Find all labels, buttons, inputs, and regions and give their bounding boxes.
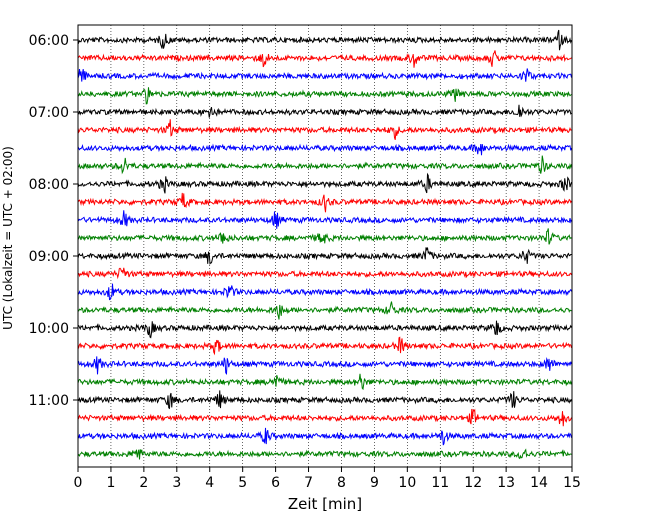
trace-1115 bbox=[77, 408, 572, 427]
x-tick-label: 6 bbox=[271, 475, 280, 491]
trace-0945 bbox=[77, 301, 572, 320]
x-tick-label: 8 bbox=[337, 475, 346, 491]
y-tick-label: 08:00 bbox=[29, 177, 69, 193]
trace-0730 bbox=[77, 143, 572, 156]
trace-1130 bbox=[77, 427, 572, 446]
y-axis-label: UTC (Lokalzeit = UTC + 02:00) bbox=[1, 146, 15, 330]
x-tick-label: 11 bbox=[431, 475, 449, 491]
trace-0830 bbox=[77, 210, 572, 229]
y-axis-ticks: 06:00 07:00 08:00 09:00 10:00 11:00 bbox=[29, 33, 78, 409]
trace-0800 bbox=[77, 172, 572, 194]
trace-0700 bbox=[77, 104, 572, 118]
x-tick-label: 12 bbox=[464, 475, 482, 491]
x-tick-label: 9 bbox=[370, 475, 379, 491]
trace-1015 bbox=[77, 336, 572, 356]
y-tick-label: 07:00 bbox=[29, 105, 69, 121]
seismogram-traces bbox=[77, 29, 572, 460]
x-tick-label: 2 bbox=[139, 475, 148, 491]
x-tick-label: 15 bbox=[563, 475, 581, 491]
trace-1100 bbox=[77, 390, 572, 410]
x-tick-label: 14 bbox=[530, 475, 548, 491]
trace-1045 bbox=[77, 373, 572, 391]
trace-1145 bbox=[77, 448, 572, 460]
trace-0630 bbox=[77, 68, 572, 82]
x-tick-label: 13 bbox=[497, 475, 515, 491]
trace-0915 bbox=[77, 267, 572, 280]
trace-1000 bbox=[77, 320, 572, 339]
trace-0930 bbox=[77, 283, 572, 301]
x-tick-label: 0 bbox=[74, 475, 83, 491]
x-tick-label: 5 bbox=[238, 475, 247, 491]
x-tick-label: 1 bbox=[106, 475, 115, 491]
x-tick-label: 3 bbox=[172, 475, 181, 491]
trace-0600 bbox=[77, 29, 572, 51]
trace-0745 bbox=[77, 155, 572, 175]
trace-0845 bbox=[77, 228, 572, 245]
x-tick-label: 4 bbox=[205, 475, 214, 491]
trace-1030 bbox=[77, 356, 572, 376]
y-tick-label: 09:00 bbox=[29, 249, 69, 265]
trace-0715 bbox=[77, 119, 572, 140]
x-axis-ticks: 0 1 2 3 4 5 6 7 8 9 10 11 12 13 14 15 bbox=[74, 467, 581, 491]
trace-0615 bbox=[77, 50, 572, 68]
x-tick-label: 10 bbox=[398, 475, 416, 491]
trace-0815 bbox=[77, 192, 572, 213]
plot-frame bbox=[77, 24, 573, 468]
y-tick-label: 10:00 bbox=[29, 321, 69, 337]
x-axis-label: Zeit [min] bbox=[288, 495, 362, 513]
trace-0900 bbox=[77, 247, 572, 265]
trace-0645 bbox=[77, 87, 572, 105]
y-tick-label: 11:00 bbox=[29, 393, 69, 409]
y-tick-label: 06:00 bbox=[29, 33, 69, 49]
x-tick-label: 7 bbox=[304, 475, 313, 491]
